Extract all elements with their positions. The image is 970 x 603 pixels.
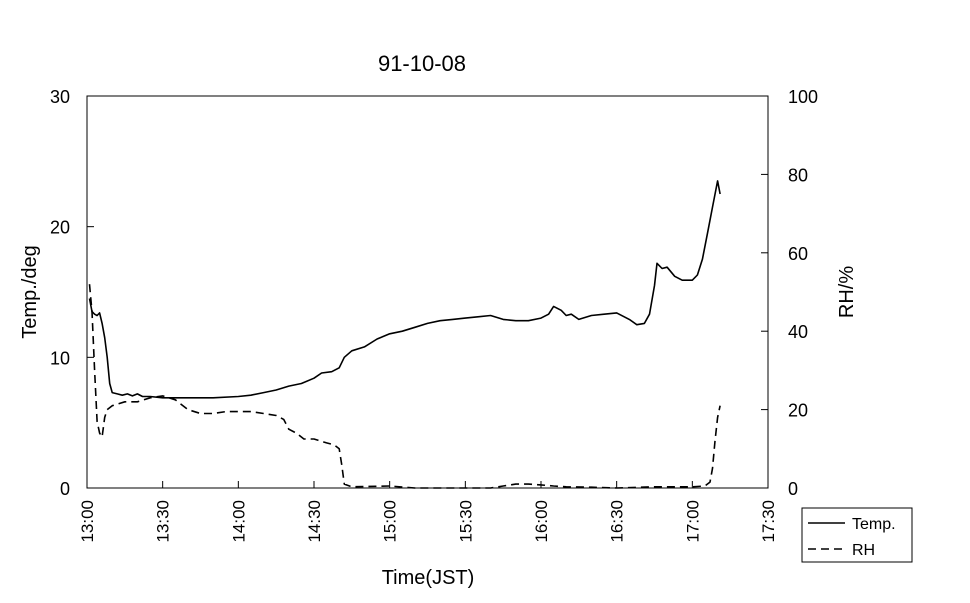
y-axis-right: 0 20 40 60 80 100: [761, 87, 818, 499]
y-tick-label: 30: [50, 87, 70, 107]
series-line-rh: [88, 284, 721, 489]
y2-tick-label: 100: [788, 87, 818, 107]
x-axis: 13:00 13:30 14:00 14:30 15:00 15:30 16:00 16:30…: [78, 481, 778, 543]
legend-box: [801, 507, 913, 563]
y-tick-label: 10: [50, 348, 70, 368]
legend-label-temp: Temp.: [852, 516, 896, 533]
y-tick-label: 20: [50, 218, 70, 238]
y-axis-left: 0 10 20 30: [50, 87, 94, 499]
x-tick-label: 13:00: [78, 500, 97, 543]
y2-tick-label: 60: [788, 244, 808, 264]
series-line-temp: [88, 180, 721, 399]
x-tick-label: 16:30: [608, 500, 627, 543]
y2-tick-label: 20: [788, 401, 808, 421]
x-tick-label: 14:00: [229, 500, 248, 543]
y-axis-label: Temp./deg: [19, 245, 41, 338]
x-tick-label: 14:30: [305, 500, 324, 543]
x-tick-label: 15:00: [381, 500, 400, 543]
y2-tick-label: 80: [788, 165, 808, 185]
x-tick-label: 16:00: [532, 500, 551, 543]
x-tick-label: 17:30: [759, 500, 778, 543]
y2-axis-label: RH/%: [836, 266, 858, 318]
x-tick-label: 15:30: [456, 500, 475, 543]
y2-tick-label: 0: [788, 479, 798, 499]
x-tick-label: 17:00: [683, 500, 702, 543]
legend: Temp. RH: [801, 507, 913, 563]
plot-area: [86, 95, 769, 489]
x-axis-label: Time(JST): [382, 567, 475, 589]
series-layer: [88, 180, 721, 489]
chart-title: 91-10-08: [378, 51, 466, 76]
y-tick-label: 0: [60, 479, 70, 499]
legend-label-rh: RH: [852, 542, 875, 559]
x-tick-label: 13:30: [154, 500, 173, 543]
y2-tick-label: 40: [788, 322, 808, 342]
